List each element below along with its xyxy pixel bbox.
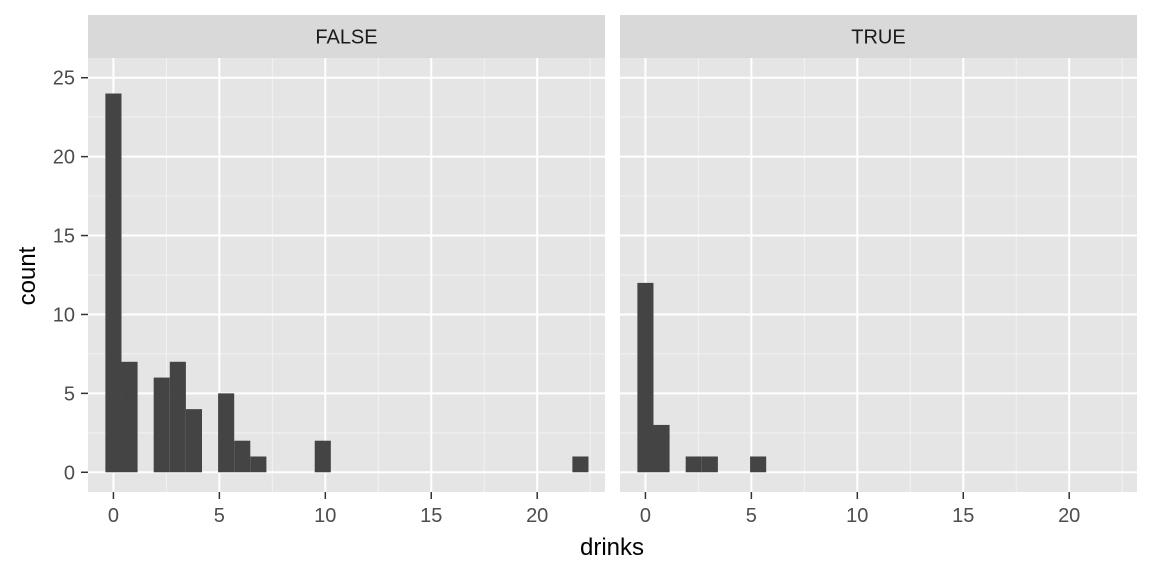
histogram-bar [185,409,202,473]
x-tick-label: 0 [108,505,119,527]
histogram-bar [637,282,654,473]
histogram-bar [701,456,718,473]
y-tick-label: 25 [53,68,75,90]
x-tick-label: 15 [952,505,974,527]
facet-strip [88,15,605,58]
facet-strip-label: TRUE [851,27,905,49]
facet-false: FALSE 0 5 10 15 20 [88,15,605,527]
histogram-bar [105,93,122,473]
y-tick-label: 15 [53,226,75,248]
y-axis-title: count [14,246,41,305]
x-tick-label: 5 [214,505,225,527]
y-tick-label: 0 [64,462,75,484]
histogram-bar [250,456,267,473]
y-tick-label: 10 [53,304,75,326]
y-tick-label: 20 [53,147,75,169]
x-tick-label: 10 [314,505,336,527]
x-tick-label: 0 [640,505,651,527]
histogram-bar [685,456,702,473]
histogram-bar [314,440,331,473]
facet-true: TRUE 0 5 10 15 20 [620,15,1137,527]
histogram-bar [653,424,670,473]
histogram-bar [572,456,589,473]
histogram-bar [218,393,235,473]
facet-strip-label: FALSE [315,27,377,49]
x-tick-label: 10 [846,505,868,527]
x-tick-label: 5 [746,505,757,527]
x-axis-title: drinks [580,534,644,561]
x-tick-label: 15 [420,505,442,527]
facet-strip [620,15,1137,58]
histogram-bar [121,361,138,473]
histogram-bar [169,361,186,473]
x-tick-label: 20 [526,505,548,527]
x-tick-label: 20 [1058,505,1080,527]
histogram-bar [234,440,251,473]
histogram-bar [750,456,767,473]
y-tick-label: 5 [64,383,75,405]
histogram-bar [153,377,170,473]
y-axis: 0 5 10 15 20 25 [53,68,88,484]
